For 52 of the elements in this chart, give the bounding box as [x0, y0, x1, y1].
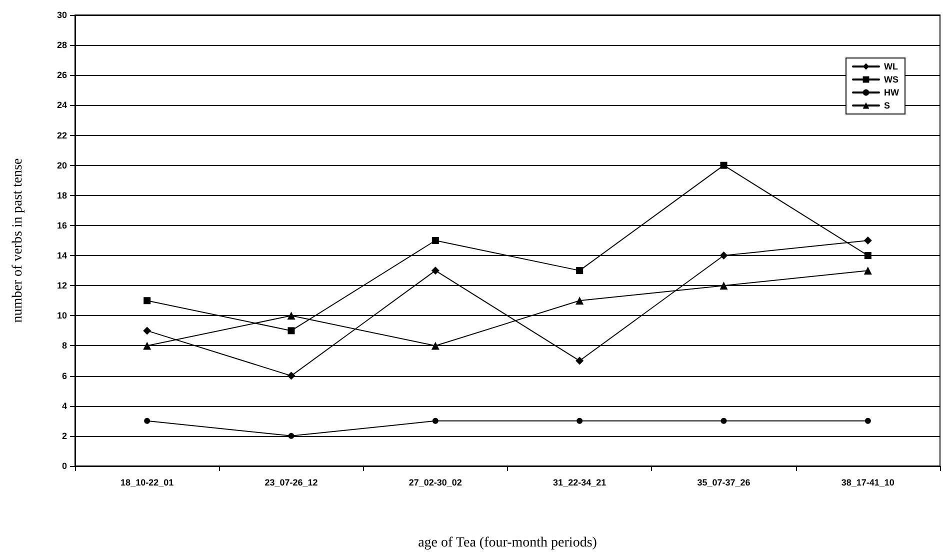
y-tick-label: 10	[56, 310, 67, 321]
point	[432, 418, 438, 424]
x-tick-label: 38_17-41_10	[841, 478, 894, 488]
legend-label: S	[884, 100, 890, 110]
y-tick-label: 6	[62, 370, 67, 381]
y-tick-label: 8	[62, 340, 67, 351]
y-tick-label: 26	[56, 70, 67, 80]
x-tick-label: 31_22-34_21	[553, 478, 606, 488]
point	[288, 327, 295, 334]
point	[143, 326, 152, 335]
x-axis-title: age of Tea (four-month periods)	[418, 536, 598, 550]
legend-label: WS	[884, 74, 899, 84]
y-tick-label: 0	[62, 461, 67, 471]
point	[431, 266, 440, 275]
y-tick-label: 20	[56, 160, 67, 170]
legend-label: HW	[884, 88, 900, 98]
x-tick-label: 35_07-37_26	[697, 478, 750, 488]
y-tick-label: 22	[56, 130, 67, 140]
point	[576, 418, 583, 424]
point	[144, 297, 151, 304]
y-tick-label: 14	[56, 250, 67, 261]
y-tick-label: 12	[56, 280, 67, 291]
point	[576, 356, 584, 365]
point	[288, 432, 294, 439]
legend-label: WL	[884, 62, 898, 72]
point	[287, 372, 296, 380]
point	[720, 418, 727, 424]
point	[576, 267, 584, 274]
point	[432, 237, 439, 244]
point	[864, 266, 872, 275]
y-tick-label: 4	[62, 400, 67, 411]
y-axis-title: number of verbs in past tense	[10, 158, 26, 323]
point	[864, 418, 871, 424]
point	[576, 296, 584, 305]
x-tick-label: 18_10-22_01	[120, 478, 174, 488]
point	[431, 342, 440, 350]
y-tick-label: 24	[56, 100, 67, 110]
point	[720, 162, 728, 169]
y-tick-label: 16	[56, 220, 67, 230]
x-tick-label: 23_07-26_12	[264, 478, 318, 488]
y-tick-label: 18	[56, 190, 67, 200]
point	[287, 312, 296, 320]
point	[720, 282, 728, 290]
point	[143, 342, 152, 350]
point	[864, 236, 872, 244]
x-tick-label: 27_02-30_02	[408, 478, 462, 488]
y-tick-label: 30	[56, 10, 67, 20]
point	[720, 252, 728, 260]
y-tick-label: 2	[62, 430, 67, 441]
point	[144, 418, 150, 424]
y-tick-label: 28	[56, 40, 67, 50]
point	[864, 252, 872, 260]
